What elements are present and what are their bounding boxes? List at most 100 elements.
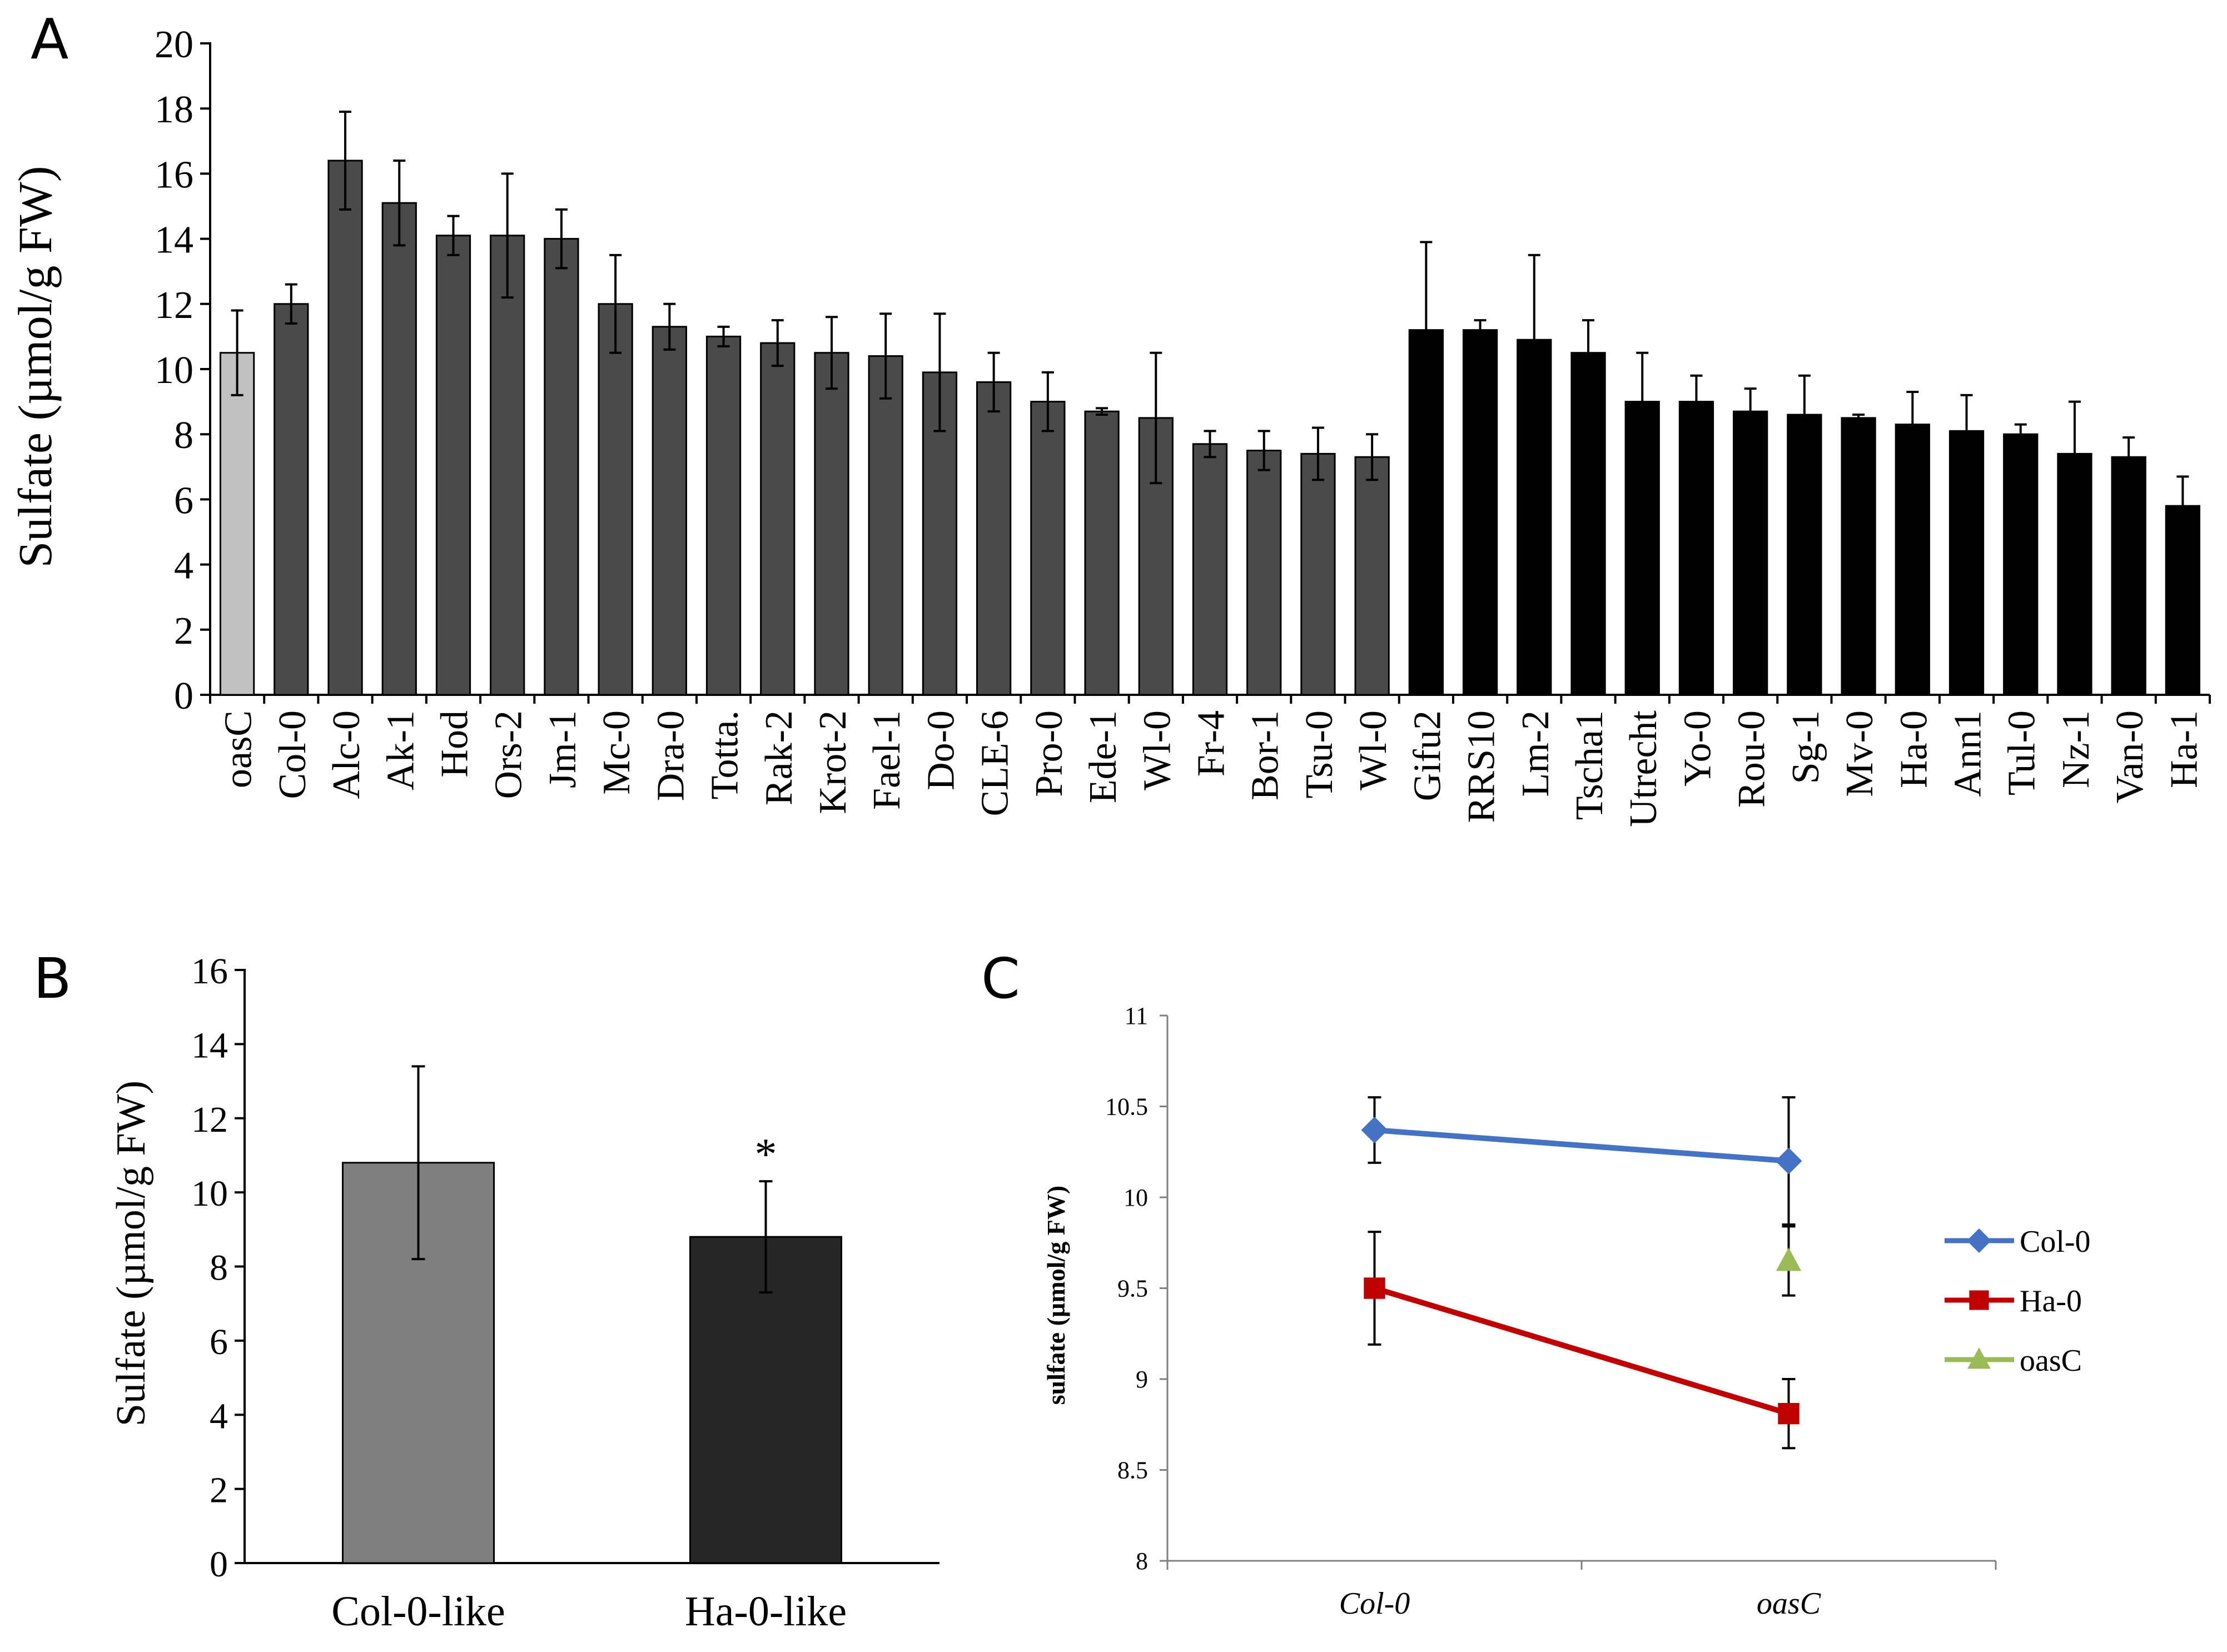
panel-a-bar-pro-0: [1030, 401, 1066, 696]
panel-a-x-tick-label: Mv-0: [1838, 710, 1881, 797]
panel-b-y-tick-label: 12: [191, 1099, 228, 1140]
panel-b-y-tick-label: 0: [210, 1544, 228, 1585]
panel-c-point-ha-0: [1778, 1402, 1800, 1425]
panel-b-x-tick-label: Col-0-like: [331, 1588, 505, 1635]
panel-a-y-tick-label: 0: [174, 675, 193, 718]
panel-a-error-bar: [1096, 407, 1108, 416]
panel-a-x-tick-label: Pro-0: [1028, 710, 1071, 797]
panel-b-error-bar: [411, 1065, 425, 1261]
panel-a-bar-tscha1: [1570, 352, 1606, 696]
panel-a-x-tick-label: Mc-0: [595, 710, 638, 795]
panel-a-bar-van-0: [2111, 456, 2146, 696]
panel-a-x-tick-label: Hod: [433, 710, 476, 778]
panel-a-error-bar: [1420, 241, 1433, 419]
panel-c-legend-marker: [1969, 1290, 1989, 1310]
panel-c-point-col-0: [1361, 1117, 1388, 1144]
panel-a-error-bar: [2122, 436, 2135, 478]
panel-a-x-tick-label: Van-0: [2109, 710, 2151, 803]
panel-a-bar-alc-0: [327, 160, 363, 696]
panel-a-x-tick-label: Alc-0: [325, 710, 368, 799]
panel-a-bar-ha-0: [1895, 424, 1930, 696]
panel-b-x-tick-label: Ha-0-like: [685, 1588, 847, 1635]
panel-a-x-tick-label: Ede-1: [1082, 710, 1125, 803]
panel-a-error-bar: [609, 253, 622, 354]
panel-a-chart: 0 2 4 6 8 10 12 14 16 18 20 oasC Col-0 Alc-0 Ak-1 Hod O…: [8, 23, 2211, 827]
panel-a-error-bar: [1690, 374, 1703, 429]
panel-c-legend-marker: [1967, 1228, 1991, 1253]
panel-b-letter: B: [33, 946, 72, 1011]
panel-c-series-line-ha-0: [1374, 1285, 1789, 1416]
panel-a-x-tick-label: Krot-2: [812, 710, 854, 814]
panel-a-bar-ors-2: [490, 235, 525, 696]
panel-c-y-tick-label: 10: [1124, 1184, 1148, 1211]
panel-a-error-bar: [879, 312, 892, 400]
panel-a-error-bar: [1582, 319, 1595, 387]
panel-a-y-tick-label: 4: [174, 545, 193, 588]
panel-c-legend-item-col-0: Col-0: [1945, 1225, 2091, 1259]
panel-a-x-tick-label: Fr-4: [1190, 710, 1233, 777]
panel-b-y-tick-label: 10: [191, 1173, 228, 1214]
panel-a-x-tick-label: Gifu2: [1406, 710, 1449, 801]
panel-a-y-tick-label: 12: [155, 284, 193, 327]
panel-a-bar-mv-0: [1841, 417, 1876, 696]
panel-a-x-tick-label: Ak-1: [379, 710, 422, 790]
panel-a-bar-hod: [435, 235, 471, 696]
panel-a-error-bar: [771, 319, 784, 367]
panel-a-bar-yo-0: [1678, 401, 1714, 696]
panel-a-x-tick-label: RRS10: [1460, 710, 1503, 823]
panel-a-x-tick-label: oasC: [217, 710, 260, 788]
panel-a-bar-fr-4: [1192, 443, 1228, 696]
panel-c-y-tick-label: 9: [1136, 1366, 1148, 1393]
panel-c-y-tick-label: 9.5: [1117, 1275, 1148, 1302]
panel-a-y-tick-label: 6: [174, 479, 193, 522]
panel-a-error-bar: [2068, 400, 2081, 507]
panel-a-error-bar: [825, 316, 838, 390]
panel-c-y-axis-title: sulfate (µmol/g FW): [1042, 1186, 1070, 1405]
panel-a-x-tick-label: Ors-2: [488, 710, 530, 799]
panel-a-bar-ede-1: [1084, 410, 1120, 696]
panel-a-error-bar: [717, 325, 730, 347]
panel-c-y-tick-label: 8.5: [1117, 1457, 1148, 1484]
panel-c-point-oasc: [1776, 1247, 1802, 1271]
panel-a-x-tick-label: Totta.: [704, 710, 747, 799]
panel-b-y-tick-label: 4: [210, 1396, 228, 1436]
panel-b-significance-asterisk: *: [755, 1130, 777, 1179]
panel-a-bar-totta-: [705, 335, 742, 696]
panel-a-x-tick-label: Tsu-0: [1298, 710, 1341, 798]
panel-a-bar-oasc: [219, 352, 255, 696]
panel-a-y-tick-label: 20: [155, 23, 193, 66]
panel-a-x-tick-label: Ha-1: [2163, 710, 2205, 788]
panel-a-bar-bor-1: [1246, 450, 1282, 696]
panel-a-bar-rak-2: [760, 342, 796, 696]
panel-a-error-bar: [2014, 423, 2027, 445]
panel-a-bar-sg-1: [1787, 414, 1822, 696]
panel-c-legend-item-oasc: oasC: [1945, 1344, 2082, 1378]
panel-a-error-bar: [1474, 319, 1487, 341]
panel-a-x-tick-label: CLE-6: [974, 710, 1017, 817]
panel-c-x-tick-label: oasC: [1757, 1586, 1821, 1621]
panel-a-bar-dra-0: [652, 326, 687, 696]
panel-b-chart: 0 2 4 6 8 10 12 14 16 Col-0-like Ha-0-like * Sulf…: [108, 951, 939, 1635]
panel-a-x-tick-label: Tscha1: [1568, 710, 1611, 820]
panel-c-letter: C: [981, 946, 1020, 1011]
panel-c-y-tick-label: 11: [1125, 1002, 1148, 1029]
panel-a-y-tick-label: 14: [155, 219, 193, 262]
panel-a-error-bar: [987, 351, 1000, 413]
panel-a-bar-tul-0: [2003, 433, 2039, 696]
panel-a-error-bar: [1636, 351, 1649, 452]
panel-a-y-tick-label: 10: [155, 349, 193, 392]
panel-b-y-tick-label: 8: [210, 1248, 228, 1288]
panel-c-chart: 8 8.5 9 9.5 10 10.5 11 Col-0 oasC Col-0 Ha-0 oasC…: [1042, 1002, 2091, 1621]
panel-a-y-tick-label: 2: [174, 610, 193, 653]
panel-a-error-bar: [1204, 430, 1216, 459]
panel-c-point-col-0: [1775, 1147, 1802, 1175]
panel-a-bar-ha-1: [2165, 505, 2201, 696]
panel-a-error-bar: [1366, 433, 1379, 481]
panel-a-y-tick-label: 8: [174, 414, 193, 457]
panel-a-x-tick-label: Col-0: [271, 710, 314, 799]
panel-a-bar-rou-0: [1733, 410, 1768, 696]
panel-a-error-bar: [555, 208, 568, 270]
panel-a-y-axis-title: Sulfate (µmol/g FW): [8, 166, 62, 568]
panel-a-bar-cle-6: [976, 381, 1012, 696]
